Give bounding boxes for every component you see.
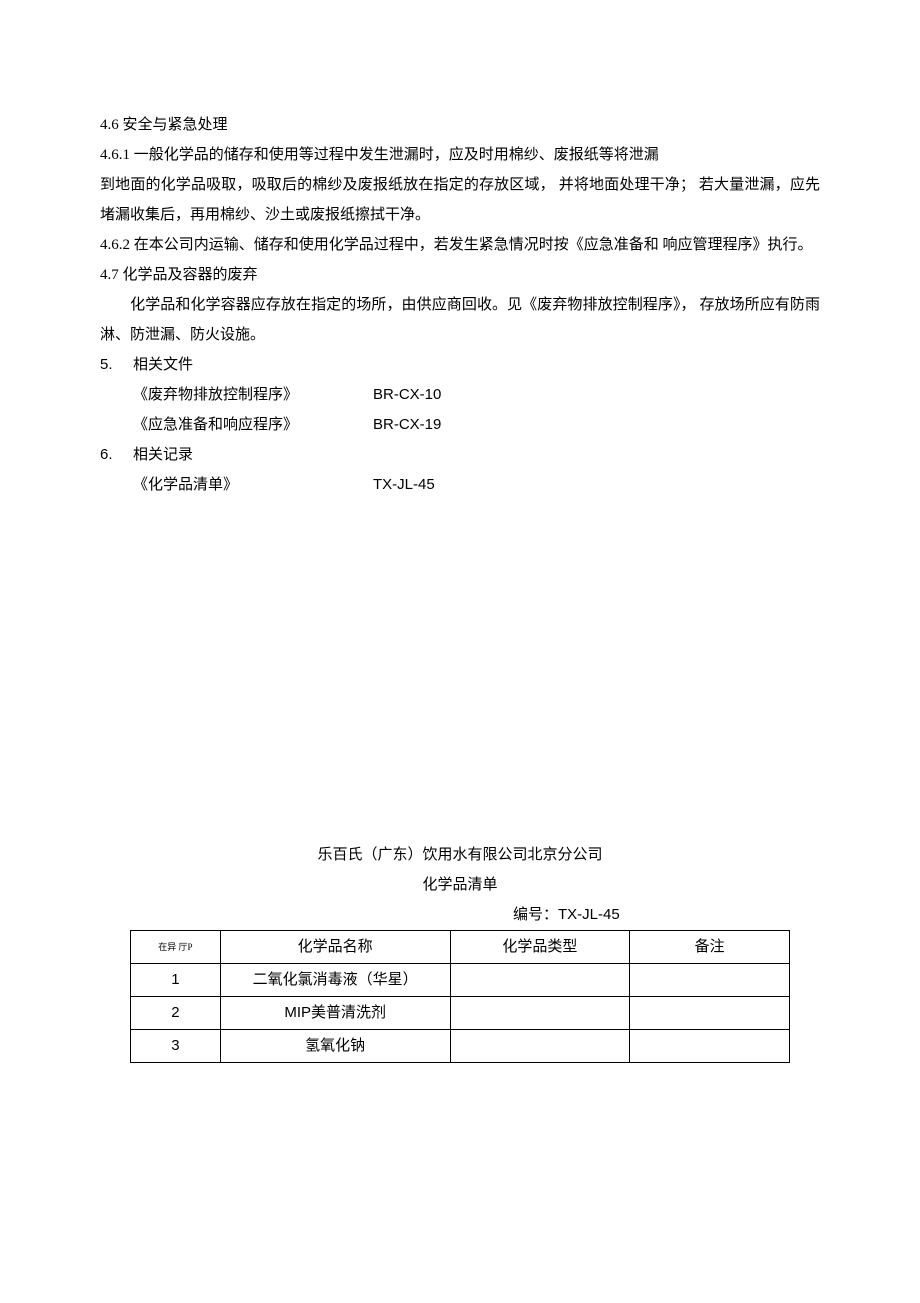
section-4-6-1-body: 到地面的化学品吸取，吸取后的棉纱及废报纸放在指定的存放区域， 并将地面处理干净；… [100,170,820,230]
table-header-name: 化学品名称 [220,931,450,964]
reference-row: 《应急准备和响应程序》 BR-CX-19 [133,410,820,440]
cell-type [450,964,630,997]
table-row: 1二氧化氯消毒液（华星） [131,964,790,997]
section-6-title: 相关记录 [133,440,193,470]
cell-type [450,997,630,1030]
reference-code: TX-JL-45 [373,470,435,500]
document-number: 编号：TX-JL-45 [513,900,820,930]
reference-name: 《应急准备和响应程序》 [133,410,373,440]
cell-note [630,964,790,997]
reference-code: BR-CX-10 [373,380,441,410]
section-5-title: 相关文件 [133,350,193,380]
cell-name: 二氧化氯消毒液（华星） [220,964,450,997]
table-row: 2MIP美普清洗剂 [131,997,790,1030]
section-4-7-heading: 4.7 化学品及容器的废弃 [100,260,820,290]
section-4-7-body: 化学品和化学容器应存放在指定的场所，由供应商回收。见《废弃物排放控制程序》， 存… [100,290,820,350]
cell-seq: 1 [131,964,221,997]
section-6-number: 6. [100,440,133,470]
reference-code: BR-CX-19 [373,410,441,440]
table-header-type: 化学品类型 [450,931,630,964]
section-6: 6. 相关记录 [100,440,820,470]
company-name: 乐百氏（广东）饮用水有限公司北京分公司 [100,840,820,870]
section-4-6-1-line1: 4.6.1 一般化学品的储存和使用等过程中发生泄漏时，应及时用棉纱、废报纸等将泄… [100,140,820,170]
cell-name: 氢氧化钠 [220,1030,450,1063]
cell-seq: 3 [131,1030,221,1063]
cell-type [450,1030,630,1063]
document-number-label: 编号： [513,907,558,923]
section-5-number: 5. [100,350,133,380]
table-header-note: 备注 [630,931,790,964]
table-row: 3氢氧化钠 [131,1030,790,1063]
cell-note [630,1030,790,1063]
table-header-row: 在异 厅P 化学品名称 化学品类型 备注 [131,931,790,964]
document-title: 化学品清单 [100,870,820,900]
document-number-code: TX-JL-45 [558,906,620,923]
reference-name: 《化学品清单》 [133,470,373,500]
table-header-seq: 在异 厅P [131,931,221,964]
reference-row: 《废弃物排放控制程序》 BR-CX-10 [133,380,820,410]
section-5: 5. 相关文件 [100,350,820,380]
section-4-6-2: 4.6.2 在本公司内运输、储存和使用化学品过程中，若发生紧急情况时按《应急准备… [100,230,820,260]
reference-row: 《化学品清单》 TX-JL-45 [133,470,820,500]
cell-seq: 2 [131,997,221,1030]
cell-note [630,997,790,1030]
cell-name: MIP美普清洗剂 [220,997,450,1030]
reference-name: 《废弃物排放控制程序》 [133,380,373,410]
section-4-6-heading: 4.6 安全与紧急处理 [100,110,820,140]
chemicals-table: 在异 厅P 化学品名称 化学品类型 备注 1二氧化氯消毒液（华星）2MIP美普清… [130,930,790,1063]
